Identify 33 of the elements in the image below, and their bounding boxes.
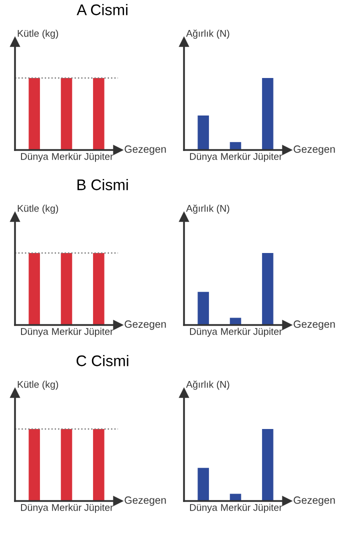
y-axis-title: Ağırlık (N) (186, 30, 230, 39)
x-tick-label: Dünya (21, 328, 48, 337)
x-axis-title: Gezegen (124, 145, 166, 155)
x-tick-label: Merkür (221, 504, 250, 511)
y-axis-title: Kütle (kg) (18, 204, 58, 214)
y-axis-title: Kütle (kg) (18, 30, 58, 39)
x-tick-label: Merkür (221, 328, 250, 335)
x-tick-label: Jüpiter (253, 152, 282, 162)
x-tick-label: Merkür (52, 152, 82, 160)
x-tick-label: Jüpiter (253, 328, 282, 337)
x-axis-title: Gezegen (294, 320, 335, 330)
x-tick-label: Jüpiter (84, 152, 114, 162)
x-tick-label: Dünya (190, 153, 218, 162)
x-tick-label: Dünya (21, 153, 48, 162)
x-axis-title: Gezegen (294, 145, 335, 155)
chart-title: B Cismi (77, 179, 128, 190)
y-axis-title: Ağırlık (N) (186, 380, 230, 390)
x-axis-title: Gezegen (124, 496, 166, 506)
x-tick-label: Dünya (190, 504, 218, 513)
x-tick-label: Jüpiter (84, 504, 114, 513)
x-tick-label: Merkür (52, 328, 82, 335)
x-tick-label: Jüpiter (84, 328, 114, 337)
x-tick-label: Jüpiter (253, 504, 282, 513)
y-axis-title: Ağırlık (N) (186, 204, 230, 214)
x-axis-title: Gezegen (124, 320, 166, 330)
chart-title: C Cismi (76, 355, 128, 366)
x-tick-label: Dünya (190, 328, 218, 337)
chart-title: A Cismi (76, 4, 128, 16)
y-axis-title: Kütle (kg) (18, 380, 58, 390)
x-tick-label: Merkür (52, 504, 82, 511)
x-tick-label: Merkür (221, 152, 250, 160)
x-tick-label: Dünya (21, 504, 48, 513)
x-axis-title: Gezegen (294, 496, 335, 506)
